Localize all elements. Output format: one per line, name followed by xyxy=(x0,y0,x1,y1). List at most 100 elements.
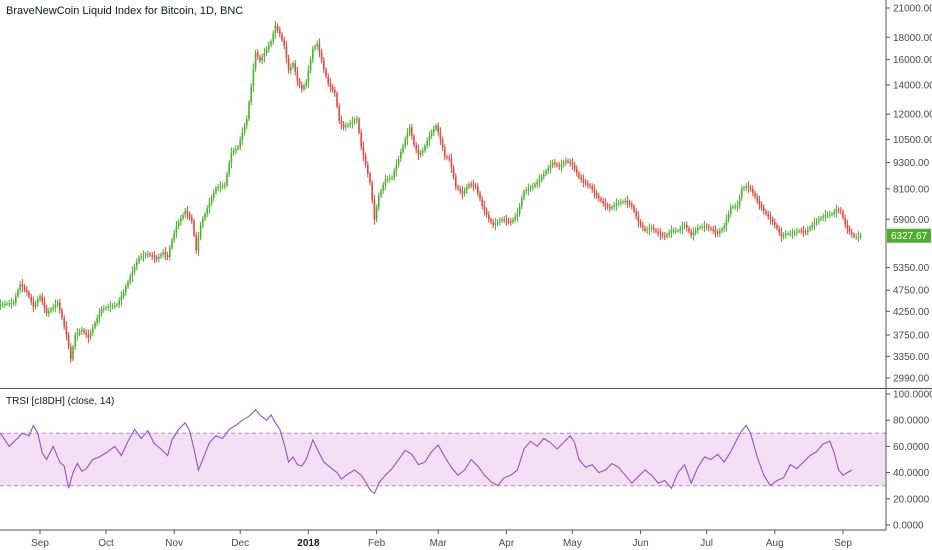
last-price-tag: 6327.67 xyxy=(887,228,931,243)
candle-body xyxy=(250,86,252,102)
candle-body xyxy=(809,227,811,230)
candle-body xyxy=(279,30,281,35)
time-tick-label: Oct xyxy=(98,538,114,549)
candle-body xyxy=(688,228,690,232)
candle-body xyxy=(136,261,138,267)
candle-body xyxy=(239,139,241,147)
candle-body xyxy=(428,135,431,141)
candle-body xyxy=(340,120,343,124)
candle-body xyxy=(650,227,653,229)
rsi-line xyxy=(0,408,853,495)
candle-body xyxy=(312,49,314,60)
candle-body xyxy=(727,213,730,220)
candle-body xyxy=(371,183,373,201)
candle-body xyxy=(74,335,76,347)
candle-body xyxy=(204,213,206,220)
candle-body xyxy=(769,216,772,220)
candle-body xyxy=(367,164,369,174)
candle-body xyxy=(140,256,142,258)
candle-body xyxy=(699,227,701,229)
candle-body xyxy=(125,286,127,293)
candle-body xyxy=(536,181,538,185)
candle-body xyxy=(197,237,200,251)
candle-body xyxy=(584,181,587,184)
candle-body xyxy=(0,304,2,306)
candle-body xyxy=(804,231,807,233)
candle-body xyxy=(153,256,156,258)
price-tick-label: 3350.00 xyxy=(893,352,930,363)
candle-body xyxy=(802,231,805,233)
candle-body xyxy=(668,232,670,235)
candle-body xyxy=(800,230,802,232)
rsi-axis[interactable]: 100.0000 80.0000 60.0000 40.0000 20.0000 0.00… xyxy=(886,390,932,532)
candle-body xyxy=(521,198,523,206)
candle-body xyxy=(28,292,30,297)
price-tick-label: 16000.00 xyxy=(893,55,932,66)
candle-body xyxy=(59,302,61,311)
candle-body xyxy=(657,231,659,234)
candle-body xyxy=(470,184,472,186)
candle-body xyxy=(719,231,721,234)
candle-body xyxy=(276,26,279,31)
rsi-tick-label: 80.0000 xyxy=(893,416,930,427)
candle-body xyxy=(193,220,195,236)
candle-body xyxy=(325,69,327,77)
candle-body xyxy=(525,190,527,192)
time-tick-label: Jul xyxy=(700,538,713,549)
candle-body xyxy=(94,322,96,328)
candle-body xyxy=(92,327,94,333)
candle-body xyxy=(743,187,745,189)
time-axis[interactable]: Sep Oct Nov Dec 2018 Feb Mar Apr May Jun Jul Aug Sep xyxy=(31,530,852,549)
candle-body xyxy=(142,255,145,257)
price-tick-label: 2990.00 xyxy=(893,374,930,385)
candle-body xyxy=(81,330,83,332)
candle-body xyxy=(397,158,400,165)
candle-body xyxy=(527,188,530,191)
candle-body xyxy=(565,160,567,163)
price-tick-label: 12000.00 xyxy=(893,110,932,121)
candle-body xyxy=(199,224,202,238)
candle-body xyxy=(771,219,774,223)
time-tick-label: Mar xyxy=(430,538,448,549)
candle-body xyxy=(589,184,591,187)
candle-body xyxy=(70,346,72,360)
candle-body xyxy=(151,255,153,257)
candle-body xyxy=(444,147,446,157)
candle-body xyxy=(419,152,422,155)
candle-body xyxy=(389,178,391,180)
candle-body xyxy=(435,125,437,130)
candle-body xyxy=(411,127,413,136)
candle-body xyxy=(501,219,503,221)
candle-body xyxy=(558,165,560,167)
candle-body xyxy=(19,284,21,291)
candle-body xyxy=(721,228,723,232)
candle-body xyxy=(87,335,90,338)
time-tick-label: Sep xyxy=(31,538,49,549)
candle-body xyxy=(206,208,208,214)
candle-body xyxy=(105,307,107,309)
candle-body xyxy=(382,184,384,191)
time-tick-label: 2018 xyxy=(297,538,320,549)
candle-body xyxy=(116,304,118,306)
candle-body xyxy=(587,183,589,185)
candle-body xyxy=(749,187,752,189)
price-axis[interactable]: 21000.00 18000.00 16000.00 14000.00 12000.00… xyxy=(886,4,932,385)
candle-body xyxy=(415,145,417,150)
candle-body xyxy=(301,84,303,90)
candle-body xyxy=(56,302,59,305)
candle-body xyxy=(237,146,239,149)
candle-body xyxy=(323,60,325,70)
candle-body xyxy=(12,302,15,304)
candle-body xyxy=(265,49,268,54)
candle-body xyxy=(54,304,57,307)
candle-body xyxy=(554,162,556,164)
candle-body xyxy=(307,70,310,83)
candle-body xyxy=(380,190,382,196)
candle-body xyxy=(523,191,525,199)
candle-body xyxy=(391,177,393,179)
candle-body xyxy=(481,199,483,206)
candle-body xyxy=(230,152,233,163)
candle-body xyxy=(63,318,65,327)
candle-body xyxy=(793,232,796,234)
candle-body xyxy=(646,229,648,231)
